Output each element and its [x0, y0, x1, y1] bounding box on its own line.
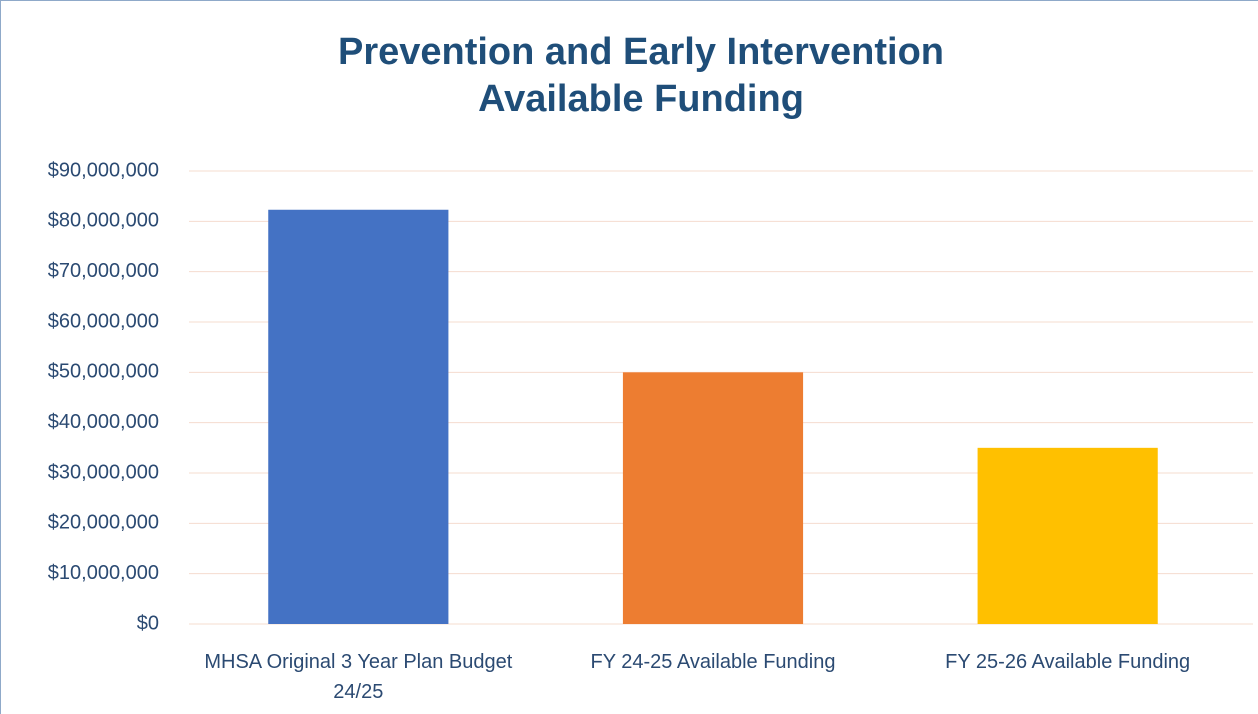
y-tick-label: $50,000,000 [48, 361, 159, 383]
chart-title: Prevention and Early Intervention Availa… [337, 31, 945, 120]
y-tick-label: $0 [137, 612, 159, 634]
x-tick-label: MHSA Original 3 Year Plan Budget 24/25 [204, 651, 513, 703]
x-tick-label: FY 24-25 Available Funding [590, 651, 836, 673]
y-tick-label: $30,000,000 [48, 461, 159, 483]
y-tick-label: $90,000,000 [48, 159, 159, 181]
bar [268, 209, 449, 625]
y-tick-label: $40,000,000 [48, 411, 159, 433]
y-tick-label: $20,000,000 [48, 512, 159, 534]
y-tick-label: $60,000,000 [48, 310, 159, 332]
y-tick-label: $80,000,000 [48, 210, 159, 232]
x-tick-label: FY 25-26 Available Funding [945, 651, 1191, 673]
y-tick-label: $10,000,000 [48, 562, 159, 584]
bar [622, 372, 804, 624]
y-tick-label: $70,000,000 [48, 260, 159, 282]
bar [977, 447, 1158, 624]
